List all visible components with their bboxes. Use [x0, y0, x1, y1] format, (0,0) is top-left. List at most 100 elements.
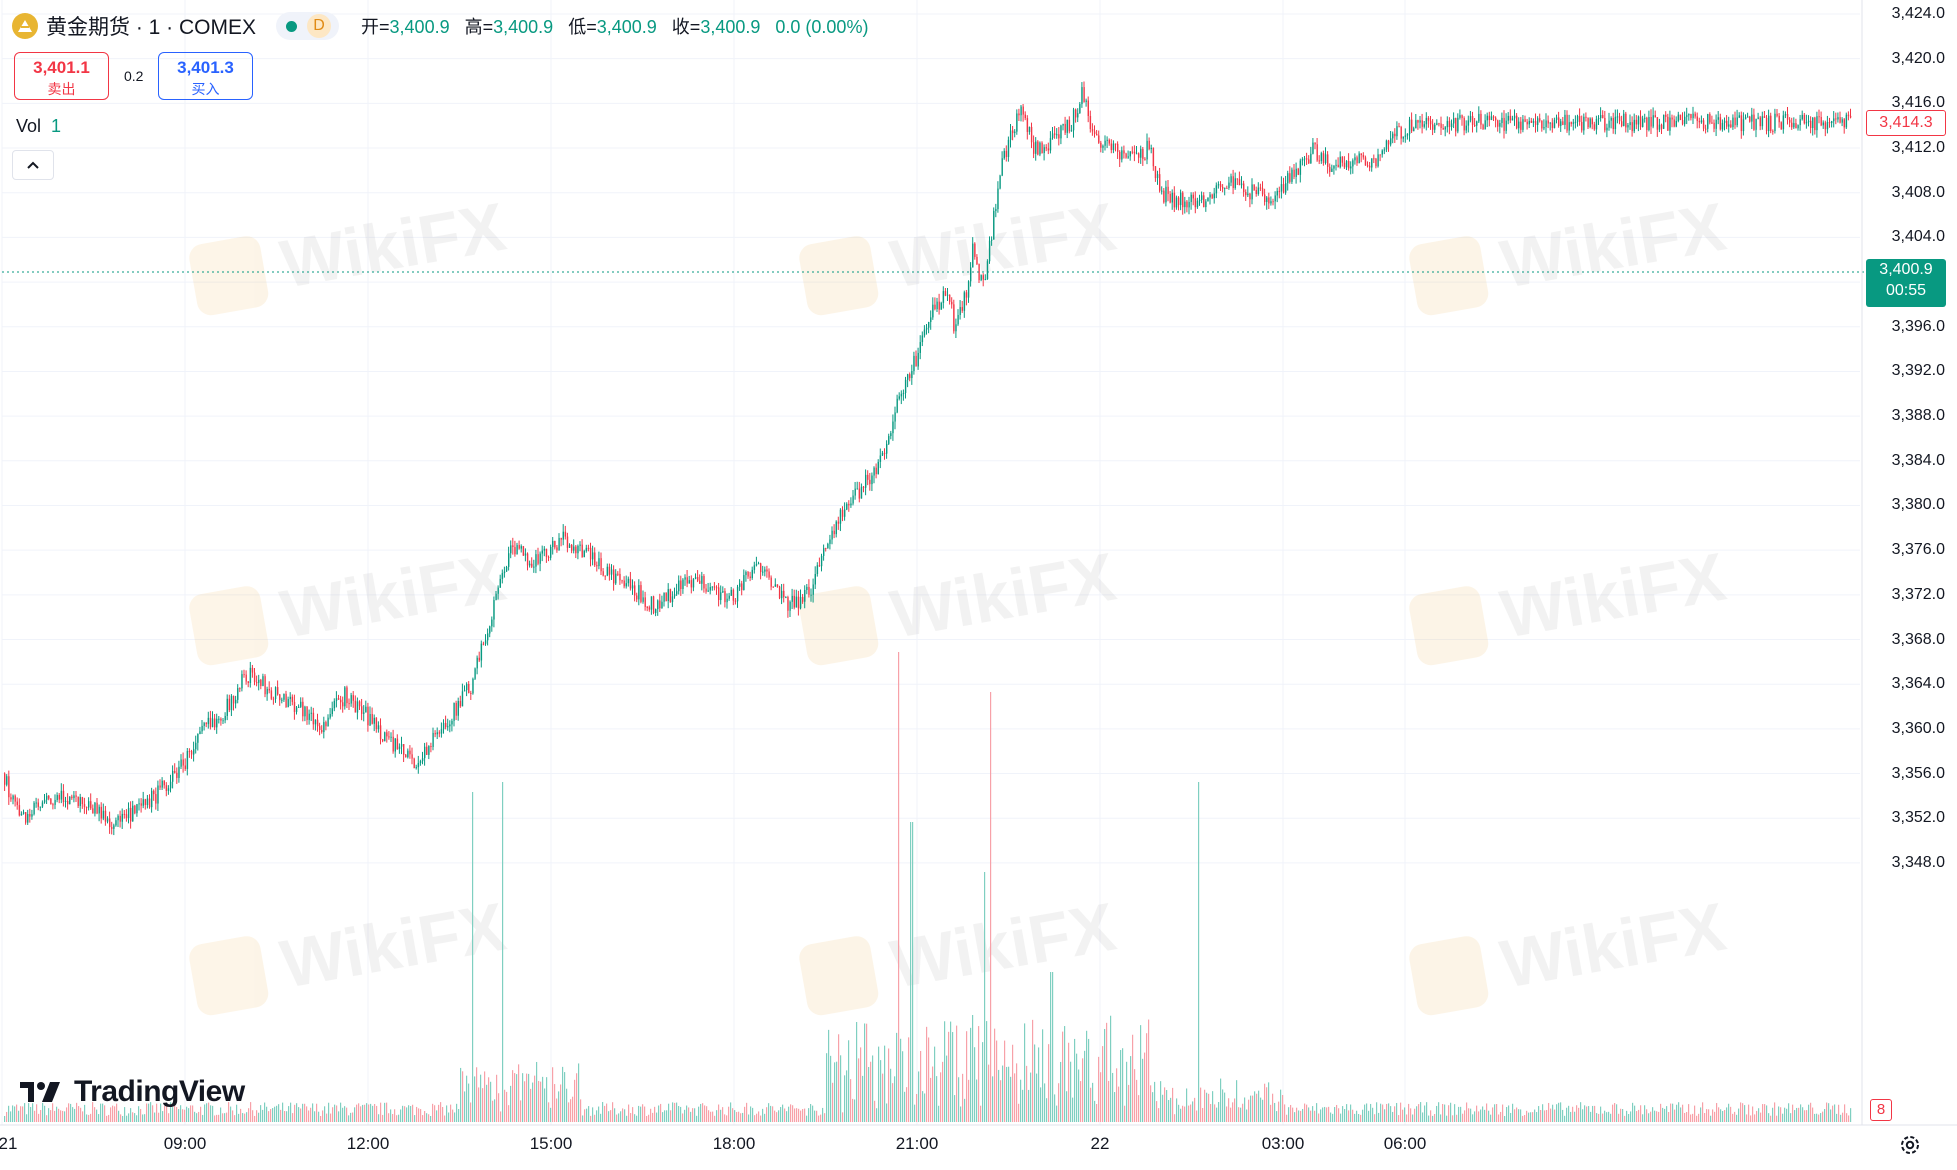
- volume-bar: [788, 1106, 790, 1122]
- candle-body: [142, 799, 144, 806]
- volume-bar: [1742, 1103, 1744, 1122]
- candle-body: [1329, 166, 1331, 172]
- candle-body: [409, 750, 411, 755]
- candle-body: [1156, 174, 1159, 179]
- volume-bar: [824, 1113, 826, 1122]
- volume-bar: [272, 1108, 274, 1122]
- volume-bar: [1620, 1108, 1622, 1122]
- candle-body: [1509, 115, 1512, 121]
- candle-body: [98, 806, 100, 814]
- candle-body: [214, 718, 216, 728]
- volume-bar: [1240, 1107, 1242, 1122]
- volume-bar: [1092, 1082, 1094, 1122]
- volume-bar: [1452, 1115, 1454, 1122]
- candle-body: [1497, 120, 1499, 127]
- collapse-legend-button[interactable]: [12, 150, 54, 180]
- candle-body: [749, 576, 751, 579]
- candle-body: [1385, 140, 1388, 150]
- volume-bar: [854, 1099, 856, 1122]
- candle-body: [928, 322, 930, 328]
- volume-bar: [1256, 1093, 1258, 1122]
- candle-body: [6, 776, 8, 785]
- price-tick-label: 3,352.0: [1891, 809, 1945, 827]
- volume-bar: [1070, 1061, 1072, 1122]
- candle-body: [953, 304, 955, 332]
- volume-bar: [200, 1106, 202, 1122]
- symbol-title[interactable]: 黄金期货 · 1 · COMEX: [46, 16, 257, 39]
- candle-body: [432, 732, 434, 747]
- volume-bar: [1024, 1023, 1026, 1122]
- candle-body: [134, 805, 136, 814]
- candle-body: [680, 580, 682, 589]
- market-status-pill[interactable]: D: [276, 12, 340, 40]
- volume-bar: [1434, 1114, 1436, 1122]
- volume-bar: [1700, 1107, 1702, 1122]
- candle-body: [1553, 119, 1556, 128]
- candle-body: [1024, 114, 1026, 119]
- volume-legend[interactable]: Vol 1: [16, 116, 61, 137]
- candle-body: [123, 813, 126, 815]
- candle-body: [459, 701, 462, 707]
- candle-body: [1658, 124, 1661, 130]
- buy-button[interactable]: 3,401.3 买入: [158, 52, 253, 100]
- candle-body: [1671, 117, 1673, 120]
- volume-bar: [384, 1102, 386, 1122]
- volume-bar: [1650, 1111, 1652, 1122]
- volume-bar: [1520, 1109, 1522, 1122]
- volume-tag: 8: [1870, 1099, 1892, 1121]
- volume-bar: [878, 1046, 880, 1122]
- volume-bar: [462, 1071, 464, 1122]
- volume-bar: [1442, 1103, 1444, 1122]
- volume-bar: [956, 1025, 958, 1122]
- candle-body: [1161, 190, 1163, 192]
- candle-body: [688, 580, 690, 584]
- candle-body: [1495, 117, 1497, 121]
- volume-bar: [446, 1105, 448, 1122]
- candle-body: [907, 374, 909, 380]
- volume-bar: [910, 822, 912, 1122]
- volume-bar: [1714, 1111, 1716, 1122]
- volume-bar: [888, 1048, 890, 1122]
- volume-bar: [1306, 1104, 1308, 1122]
- volume-bar: [1022, 1089, 1024, 1122]
- volume-bar: [1494, 1104, 1496, 1122]
- tradingview-logo-text: TradingView: [74, 1075, 245, 1108]
- candle-body: [8, 776, 10, 798]
- candle-body: [726, 598, 728, 603]
- candle-body: [1824, 122, 1827, 130]
- volume-bar: [564, 1072, 566, 1122]
- candle-body: [631, 585, 634, 589]
- candle-body: [976, 256, 978, 265]
- candle-body: [377, 725, 380, 730]
- volume-bar: [1004, 1040, 1006, 1122]
- volume-bar: [222, 1113, 224, 1122]
- candle-body: [1373, 158, 1375, 160]
- symbol-header[interactable]: 黄金期货 · 1 · COMEX D 开=3,400.9 高=3,400.9 低…: [12, 10, 868, 42]
- volume-bar: [1530, 1112, 1532, 1122]
- candle-body: [480, 643, 483, 661]
- volume-bar: [408, 1105, 410, 1122]
- candle-body: [1816, 116, 1818, 131]
- candle-body: [1041, 142, 1043, 154]
- candle-body: [999, 175, 1001, 189]
- volume-bar: [1364, 1104, 1366, 1122]
- volume-bar: [1412, 1114, 1414, 1122]
- chart-settings-button[interactable]: [1898, 1133, 1922, 1162]
- candle-body: [1282, 184, 1285, 193]
- volume-bar: [894, 1076, 896, 1122]
- volume-bar: [500, 1111, 502, 1122]
- volume-bar: [1216, 1107, 1218, 1122]
- candle-body: [411, 754, 413, 759]
- candle-body: [1711, 122, 1713, 124]
- tradingview-logo[interactable]: TradingView: [20, 1075, 245, 1109]
- candle-body: [90, 801, 92, 809]
- volume-bar: [1824, 1108, 1826, 1122]
- candle-body: [216, 718, 218, 728]
- volume-bar: [1038, 1047, 1040, 1122]
- volume-bar: [1230, 1107, 1232, 1122]
- candle-body: [1387, 140, 1390, 145]
- candle-body: [1526, 121, 1528, 125]
- sell-button[interactable]: 3,401.1 卖出: [14, 52, 109, 100]
- volume-bar: [950, 1021, 952, 1122]
